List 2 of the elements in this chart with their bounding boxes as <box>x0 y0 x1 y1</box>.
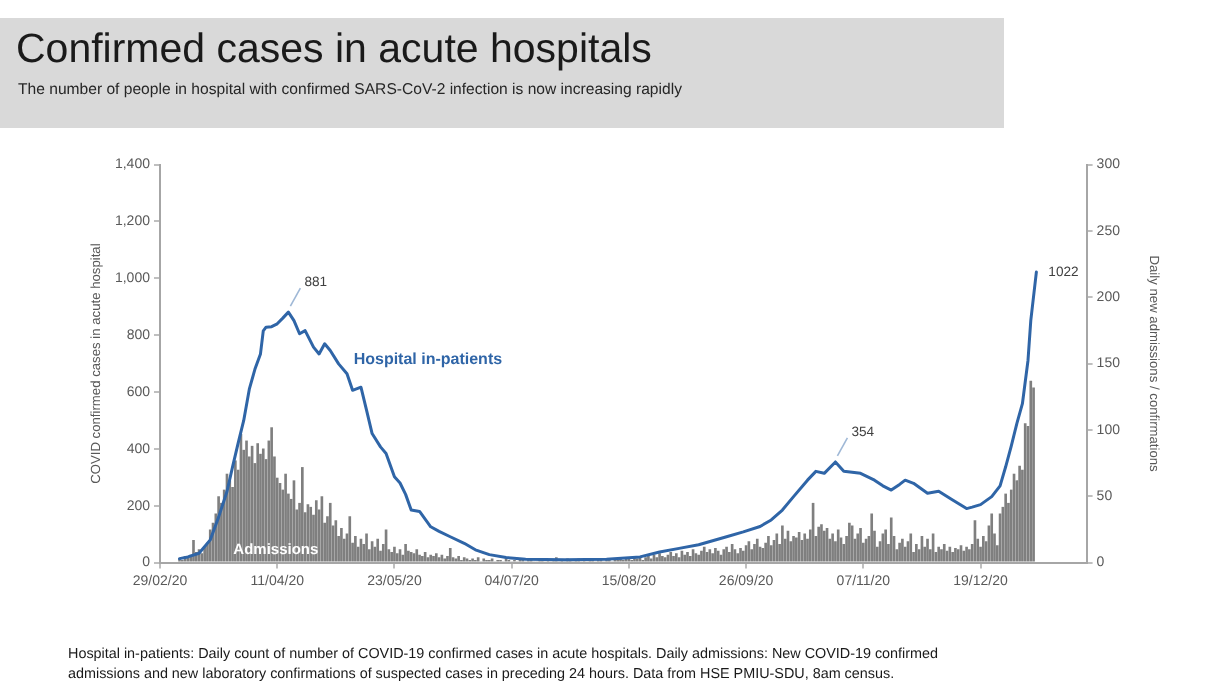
chart-title: Confirmed cases in acute hospitals <box>16 26 652 72</box>
series-label: Hospital in-patients <box>353 350 504 369</box>
